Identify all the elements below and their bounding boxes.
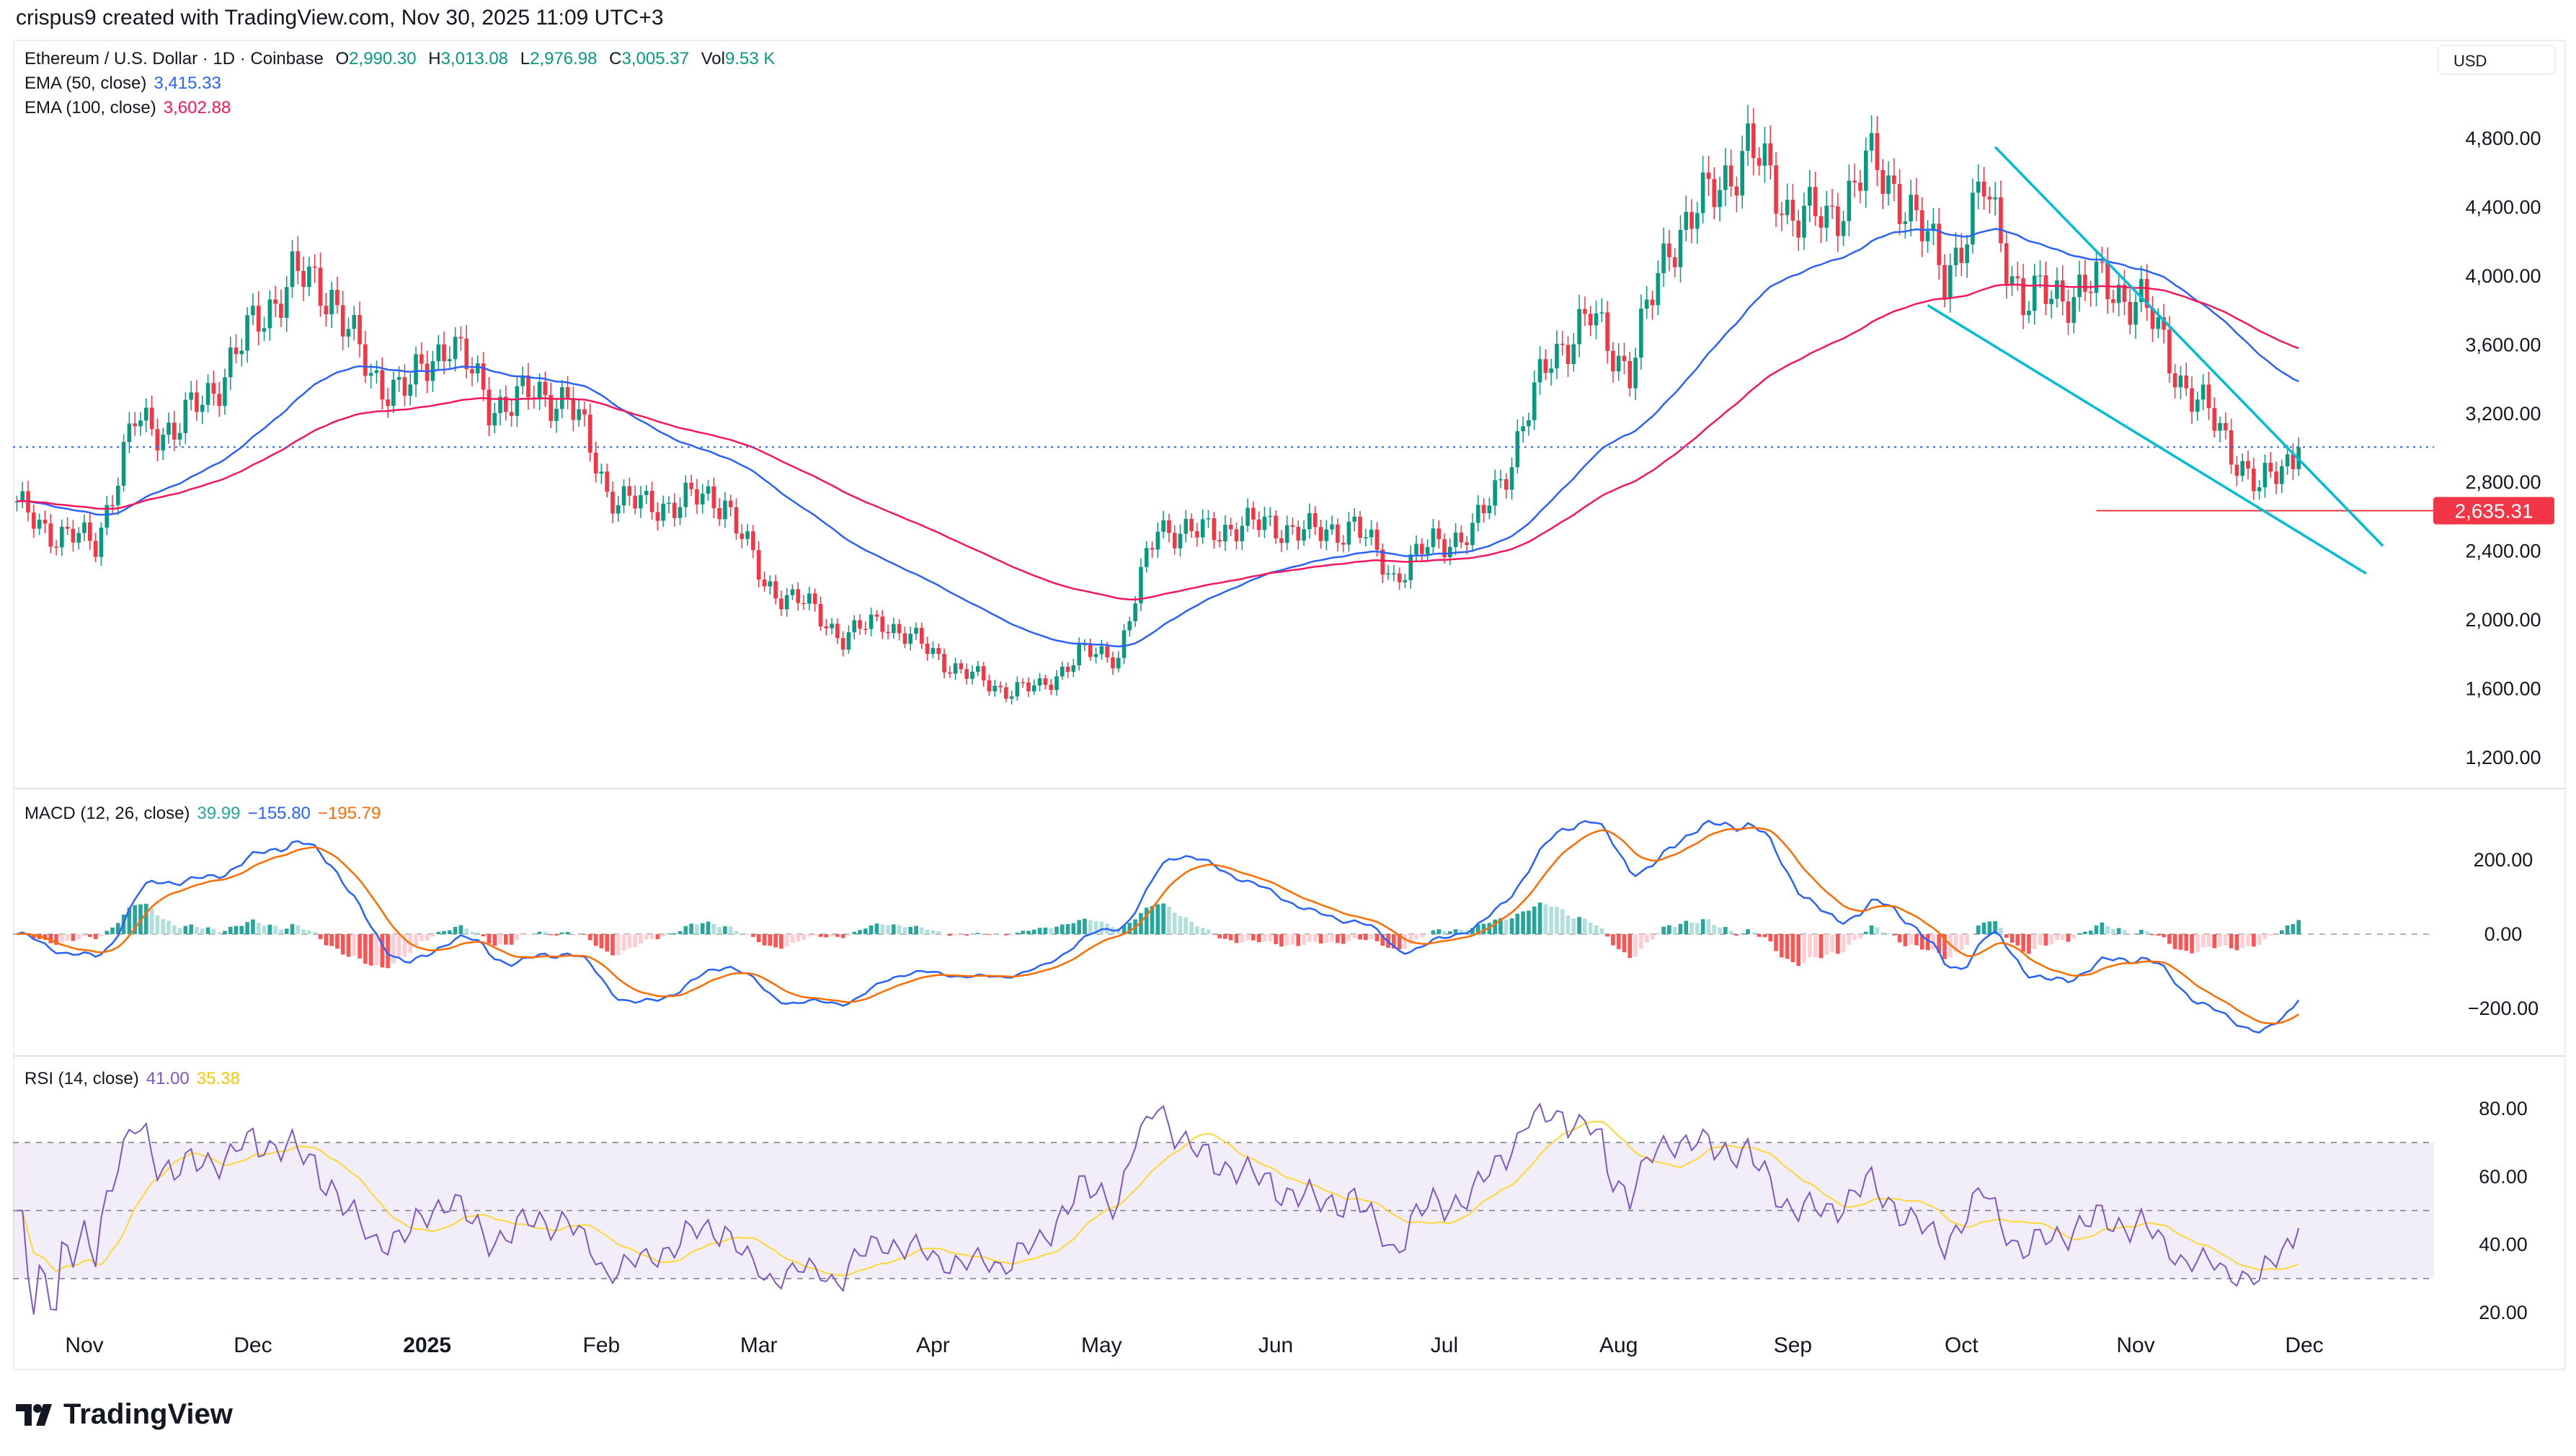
rsi-ma-value: 35.38: [196, 1069, 240, 1088]
low-label: L: [520, 49, 530, 68]
open-value: 2,990.30: [349, 49, 417, 68]
macd-signal-value: −195.79: [317, 804, 381, 823]
tradingview-logo-icon: [16, 1403, 52, 1426]
high-label: H: [428, 49, 441, 68]
currency-selector[interactable]: USD: [2438, 45, 2556, 75]
open-label: O: [335, 49, 350, 68]
rsi-value: 41.00: [146, 1069, 190, 1088]
ohlc-close: C3,005.37: [609, 49, 689, 68]
chart-credit: crispus9 created with TradingView.com, N…: [16, 6, 664, 30]
tradingview-logo[interactable]: TradingView: [16, 1398, 233, 1431]
symbol-legend: Ethereum / U.S. Dollar · 1D · Coinbase O…: [25, 49, 782, 69]
ema50-label: EMA (50, close): [25, 74, 147, 93]
close-label: C: [609, 49, 622, 68]
ema100-value: 3,602.88: [163, 98, 231, 117]
symbol-title[interactable]: Ethereum / U.S. Dollar · 1D · Coinbase: [25, 49, 324, 68]
rsi-legend[interactable]: RSI (14, close) 41.00 35.38: [25, 1069, 247, 1089]
volume-label: Vol: [701, 49, 725, 68]
macd-legend[interactable]: MACD (12, 26, close) 39.99 −155.80 −195.79: [25, 804, 388, 824]
high-value: 3,013.08: [440, 49, 509, 68]
brand-name: TradingView: [63, 1398, 233, 1430]
rsi-label: RSI (14, close): [25, 1069, 139, 1088]
chart-frame: [13, 40, 2566, 1370]
macd-hist-value: 39.99: [197, 804, 241, 823]
ohlc-open: O2,990.30: [336, 49, 417, 68]
ema50-value: 3,415.33: [154, 74, 221, 93]
volume-value: 9.53 K: [724, 49, 776, 68]
macd-label: MACD (12, 26, close): [25, 804, 190, 823]
close-value: 3,005.37: [621, 49, 689, 68]
ohlc-low: L2,976.98: [520, 49, 598, 68]
ema100-legend[interactable]: EMA (100, close) 3,602.88: [25, 98, 238, 118]
ohlc-volume: Vol9.53 K: [701, 49, 776, 68]
ema100-label: EMA (100, close): [25, 98, 156, 117]
low-value: 2,976.98: [530, 49, 598, 68]
ohlc-high: H3,013.08: [428, 49, 508, 68]
ema50-legend[interactable]: EMA (50, close) 3,415.33: [25, 74, 228, 94]
macd-line-value: −155.80: [247, 804, 311, 823]
